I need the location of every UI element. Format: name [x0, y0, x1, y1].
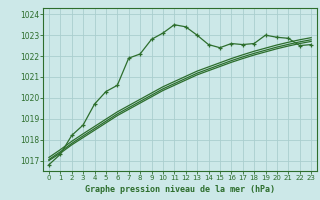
X-axis label: Graphe pression niveau de la mer (hPa): Graphe pression niveau de la mer (hPa) — [85, 185, 275, 194]
